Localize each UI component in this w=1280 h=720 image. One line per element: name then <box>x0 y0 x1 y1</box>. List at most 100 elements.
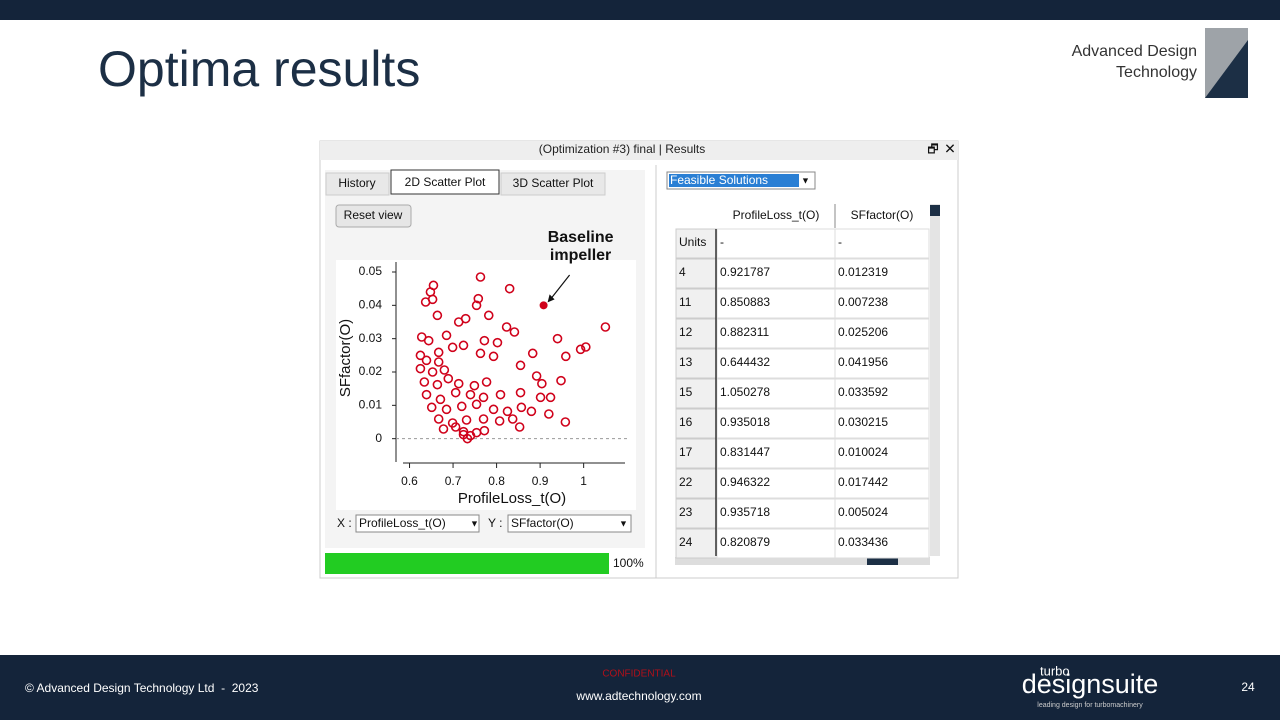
row-header: 4 <box>679 265 686 279</box>
scatter-point <box>514 422 525 432</box>
dropdown-arrow[interactable]: ▼ <box>619 518 628 528</box>
restore-button[interactable]: 🗗 <box>927 142 938 156</box>
scatter-point <box>526 406 537 417</box>
dropdown-arrow[interactable]: ▼ <box>801 175 810 185</box>
scatter-point <box>465 389 476 400</box>
scatter-point <box>433 347 444 358</box>
annotation: impeller <box>550 247 611 264</box>
scatter-point <box>432 310 443 321</box>
cell-text: 0.831447 <box>720 445 770 459</box>
cell-text: 0.882311 <box>720 325 769 339</box>
row-header: 12 <box>679 325 693 339</box>
x-tick-label: 0.6 <box>401 474 418 488</box>
row-header: 11 <box>679 295 692 309</box>
y-select-label: Y : <box>488 516 502 530</box>
scatter-point <box>475 348 486 359</box>
tab[interactable] <box>500 172 606 196</box>
tab-label[interactable]: 3D Scatter Plot <box>513 176 594 190</box>
scatter-point <box>501 322 512 332</box>
y-tick-label: 0.04 <box>359 298 383 312</box>
scatter-point <box>560 417 571 427</box>
scatter-point <box>469 380 480 391</box>
progress-label: 100% <box>613 556 644 570</box>
row-header-cell <box>675 408 718 439</box>
annotation-arrow <box>549 274 571 301</box>
scatter-point <box>441 404 452 415</box>
y-tick-label: 0.02 <box>359 364 383 378</box>
cell-text: 0.010024 <box>838 445 888 459</box>
cell-text: 0.007238 <box>838 295 888 309</box>
scatter-point <box>453 378 464 389</box>
cell <box>834 288 930 319</box>
x-select[interactable] <box>355 514 480 533</box>
table-header-bg <box>717 204 929 228</box>
y-select-value[interactable]: SFfactor(O) <box>511 516 574 530</box>
scatter-point <box>575 344 586 355</box>
scatter-point <box>458 426 469 437</box>
brand: designsuite <box>1022 669 1159 699</box>
reset-button[interactable] <box>335 204 412 228</box>
cell-text: 0.644432 <box>720 355 770 369</box>
scatter-point <box>560 351 571 362</box>
annotation: Baseline <box>548 229 614 246</box>
cell <box>716 408 836 439</box>
y-tick-label: 0.03 <box>359 331 383 345</box>
row-header: 24 <box>679 535 693 549</box>
scatter-point <box>456 401 467 412</box>
y-select[interactable] <box>507 514 632 533</box>
scatter-point <box>458 340 469 351</box>
scatter-point <box>441 330 452 341</box>
progress-bar <box>325 553 609 574</box>
scatter-point <box>439 365 450 375</box>
cell <box>716 378 836 409</box>
tab-label[interactable]: History <box>338 176 375 190</box>
scatter-point <box>545 392 556 403</box>
scatter-point <box>432 379 443 390</box>
h-scroll-thumb[interactable] <box>867 557 898 565</box>
scatter-point <box>488 351 499 362</box>
scatter-point <box>516 402 527 413</box>
scatter-point <box>531 371 542 381</box>
cell-text: 0.025206 <box>838 325 888 339</box>
cell-text: - <box>720 235 724 249</box>
scatter-point <box>471 399 482 410</box>
dropdown-arrow[interactable]: ▼ <box>470 518 479 528</box>
x-select-value[interactable]: ProfileLoss_t(O) <box>359 516 446 530</box>
scatter-point <box>600 322 611 332</box>
row-header-cell <box>675 258 718 289</box>
cell <box>716 528 836 559</box>
tab[interactable] <box>325 172 390 196</box>
row-header-cell <box>675 378 718 409</box>
cell <box>834 468 930 499</box>
cell-text: 0.935718 <box>720 505 770 519</box>
scatter-point <box>473 293 484 304</box>
x-select-label: X : <box>337 516 352 530</box>
logo-text: Advanced Design <box>1072 43 1197 60</box>
row-header: 22 <box>679 475 693 489</box>
scatter-point <box>556 375 566 386</box>
arrow-head <box>547 294 555 303</box>
reset-label[interactable]: Reset view <box>344 208 403 222</box>
baseline-point <box>539 301 548 310</box>
cell-text: 0.820879 <box>720 535 770 549</box>
scatter-point <box>453 317 464 327</box>
filter-highlight <box>669 174 799 187</box>
scatter-point <box>537 378 547 389</box>
row-header: 13 <box>679 355 693 369</box>
scatter-point <box>544 409 554 419</box>
scatter-point <box>535 392 546 403</box>
scatter-point <box>415 363 426 374</box>
tab-active[interactable] <box>390 169 500 195</box>
scatter-point <box>415 350 426 361</box>
scatter-point <box>478 392 489 403</box>
filter-value[interactable]: Feasible Solutions <box>670 173 768 187</box>
cell <box>716 438 836 469</box>
close-button[interactable]: ✕ <box>944 141 956 157</box>
h-scrollbar[interactable] <box>675 557 930 565</box>
tab-label[interactable]: 2D Scatter Plot <box>405 175 486 189</box>
scroll-thumb[interactable] <box>930 205 940 216</box>
scatter-point <box>426 402 437 413</box>
row-header: 17 <box>679 445 693 459</box>
scrollbar[interactable] <box>930 204 940 556</box>
